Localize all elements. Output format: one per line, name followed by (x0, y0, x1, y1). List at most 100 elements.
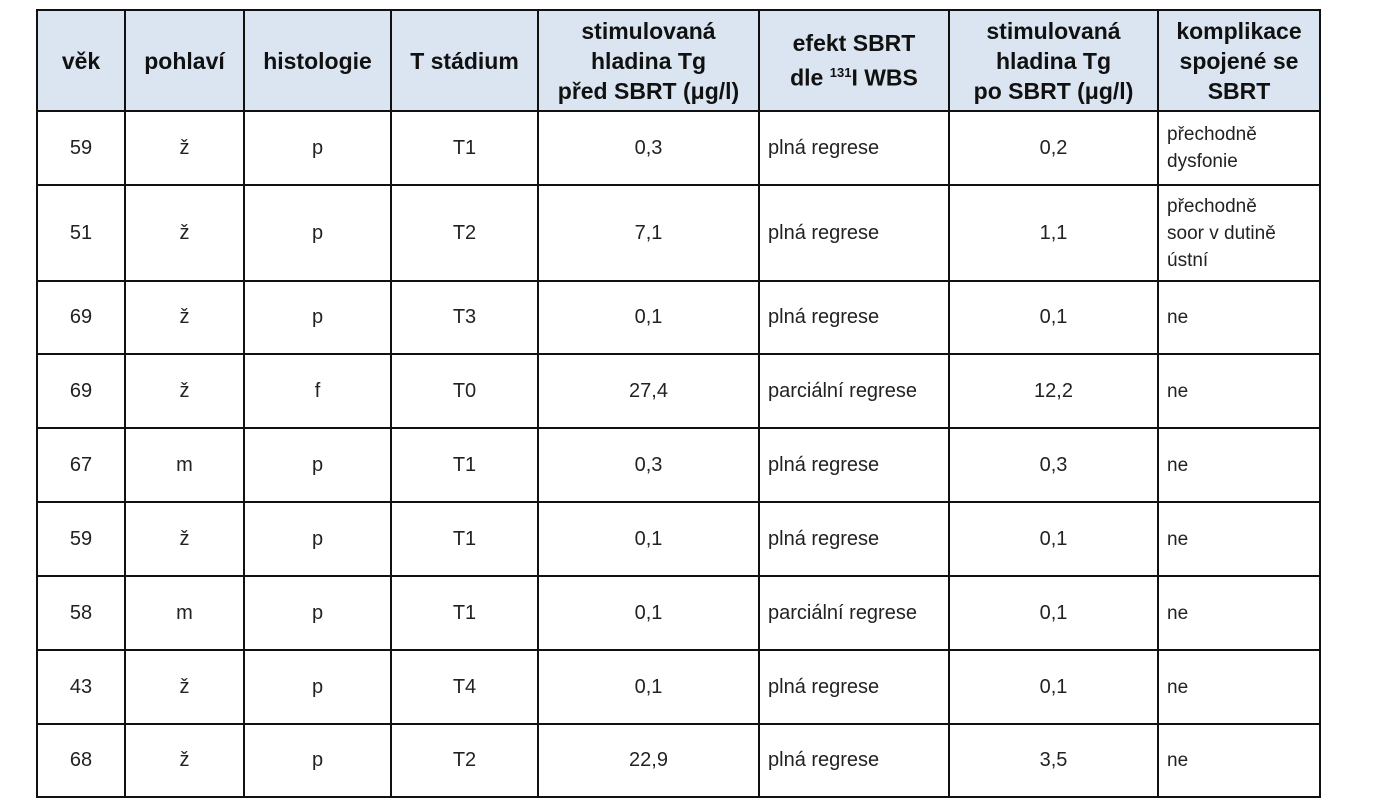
cell: ne (1157, 280, 1321, 355)
cell: ž (124, 184, 245, 282)
text-line: soor v dutině (1167, 222, 1276, 244)
table-row: 68 ž p T2 22,9 plná regrese 3,5 ne (36, 723, 1321, 798)
cell: ne (1157, 353, 1321, 429)
table-row: 43 ž p T4 0,1 plná regrese 0,1 ne (36, 649, 1321, 725)
text-line: přechodně (1167, 195, 1257, 217)
cell: ž (124, 723, 245, 798)
cell: ne (1157, 427, 1321, 503)
cell: 0,1 (537, 501, 760, 577)
cell: ne (1157, 575, 1321, 651)
table-row: 67 m p T1 0,3 plná regrese 0,3 ne (36, 427, 1321, 503)
cell: ne (1157, 649, 1321, 725)
text-line: SBRT (1207, 77, 1271, 104)
cell: 58 (36, 575, 126, 651)
cell: 51 (36, 184, 126, 282)
cell: 12,2 (948, 353, 1159, 429)
data-table: věk pohlaví histologie T stádium stimulovaná… (36, 9, 1321, 798)
cell: 67 (36, 427, 126, 503)
header-row: věk pohlaví histologie T stádium stimulovaná… (36, 9, 1321, 112)
cell: plná regrese (758, 184, 950, 282)
cell: 0,1 (948, 649, 1159, 725)
table-row: 59 ž p T1 0,1 plná regrese 0,1 ne (36, 501, 1321, 577)
cell: ž (124, 501, 245, 577)
cell: ž (124, 649, 245, 725)
table-row: 58 m p T1 0,1 parciální regrese 0,1 ne (36, 575, 1321, 651)
cell: T2 (390, 184, 539, 282)
cell: 0,3 (948, 427, 1159, 503)
cell: 0,3 (537, 110, 760, 186)
cell: 0,1 (948, 280, 1159, 355)
cell: T3 (390, 280, 539, 355)
cell: 43 (36, 649, 126, 725)
cell: p (243, 280, 392, 355)
cell: ž (124, 353, 245, 429)
cell: 0,3 (537, 427, 760, 503)
cell: parciální regrese (758, 353, 950, 429)
cell: ne (1157, 501, 1321, 577)
table-row: 51 ž p T2 7,1 plná regrese 1,1 přechodně soor v … (36, 184, 1321, 282)
cell: 0,1 (537, 575, 760, 651)
cell: plná regrese (758, 501, 950, 577)
text-line: hladina Tg (996, 47, 1111, 74)
cell: 27,4 (537, 353, 760, 429)
text-line: pohlaví (144, 47, 225, 74)
text-line: hladina Tg (591, 47, 706, 74)
cell: 0,2 (948, 110, 1159, 186)
cell: 0,1 (537, 280, 760, 355)
cell: 1,1 (948, 184, 1159, 282)
text-line: komplikace (1176, 17, 1302, 44)
cell: 22,9 (537, 723, 760, 798)
cell: p (243, 501, 392, 577)
cell: 3,5 (948, 723, 1159, 798)
cell: p (243, 649, 392, 725)
cell: plná regrese (758, 110, 950, 186)
cell: m (124, 575, 245, 651)
cell: T1 (390, 575, 539, 651)
cell: m (124, 427, 245, 503)
header-cell: stimulovaná hladina Tg po SBRT (μg/l) (948, 9, 1159, 112)
text-line: I WBS (851, 64, 918, 91)
superscript: 131 (829, 65, 852, 81)
text-line: dysfonie (1167, 151, 1238, 172)
cell: p (243, 184, 392, 282)
cell: plná regrese (758, 649, 950, 725)
text-line: věk (61, 47, 101, 74)
text-line: stimulovaná (986, 17, 1121, 44)
text-line: stimulovaná (581, 17, 716, 44)
cell: přechodně dysfonie (1157, 110, 1321, 186)
text-line: přechodně (1167, 124, 1257, 145)
cell: p (243, 723, 392, 798)
header-cell: pohlaví (124, 9, 245, 112)
cell: 0,1 (948, 501, 1159, 577)
text-line: efekt SBRT (792, 30, 916, 57)
cell: 69 (36, 353, 126, 429)
cell: 0,1 (537, 649, 760, 725)
cell: p (243, 427, 392, 503)
text-line: histologie (263, 47, 372, 74)
text-line: před SBRT (μg/l) (557, 77, 740, 104)
cell: T2 (390, 723, 539, 798)
cell: plná regrese (758, 723, 950, 798)
header-cell: stimulovaná hladina Tg před SBRT (μg/l) (537, 9, 760, 112)
cell: T1 (390, 110, 539, 186)
text-line: po SBRT (μg/l) (973, 77, 1134, 104)
cell: 0,1 (948, 575, 1159, 651)
cell: ž (124, 110, 245, 186)
cell: přechodně soor v dutině ústní (1157, 184, 1321, 282)
cell: T1 (390, 501, 539, 577)
text-line: T stádium (410, 47, 519, 74)
table-row: 69 ž p T3 0,1 plná regrese 0,1 ne (36, 280, 1321, 355)
cell: ne (1157, 723, 1321, 798)
cell: 59 (36, 110, 126, 186)
header-cell: histologie (243, 9, 392, 112)
cell: p (243, 110, 392, 186)
cell: f (243, 353, 392, 429)
header-cell: komplikace spojené se SBRT (1157, 9, 1321, 112)
cell: plná regrese (758, 427, 950, 503)
cell: 68 (36, 723, 126, 798)
cell: T0 (390, 353, 539, 429)
cell: 69 (36, 280, 126, 355)
cell: 7,1 (537, 184, 760, 282)
cell: plná regrese (758, 280, 950, 355)
